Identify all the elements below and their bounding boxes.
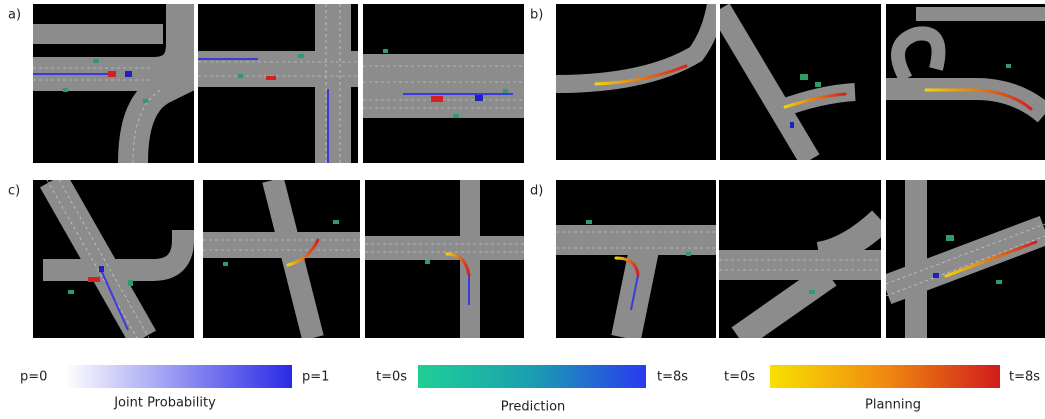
panel-label: d) (530, 184, 543, 199)
colorbar-title: Prediction (501, 400, 566, 415)
map-panel (719, 180, 881, 338)
colorbar (65, 365, 292, 388)
colorbar-title: Joint Probability (113, 396, 216, 411)
map-panel (363, 4, 524, 163)
panel-label: b) (530, 8, 543, 23)
map-panel (886, 180, 1045, 338)
map-panel (198, 4, 358, 163)
map-panel (556, 180, 716, 338)
panel-label: a) (8, 8, 21, 23)
colorbar-min-label: p=0 (20, 370, 47, 385)
figure-canvas: a) b) c) d) (0, 0, 1045, 419)
colorbar-title: Planning (865, 398, 921, 413)
colorbar (770, 365, 1000, 388)
map-panel (33, 4, 194, 163)
map-panel (720, 4, 881, 160)
colorbar-max-label: p=1 (302, 370, 329, 385)
colorbar-min-label: t=0s (376, 370, 407, 385)
panel-label: c) (8, 184, 20, 199)
map-panel (556, 4, 716, 160)
map-panel (203, 180, 360, 338)
colorbar-min-label: t=0s (724, 370, 755, 385)
figure: a) b) c) d) (0, 0, 1045, 419)
map-panel (886, 4, 1045, 160)
colorbar-max-label: t=8s (657, 370, 688, 385)
map-panel (365, 180, 524, 338)
map-panel (33, 180, 194, 338)
colorbar (418, 365, 646, 388)
colorbar-max-label: t=8s (1009, 370, 1040, 385)
